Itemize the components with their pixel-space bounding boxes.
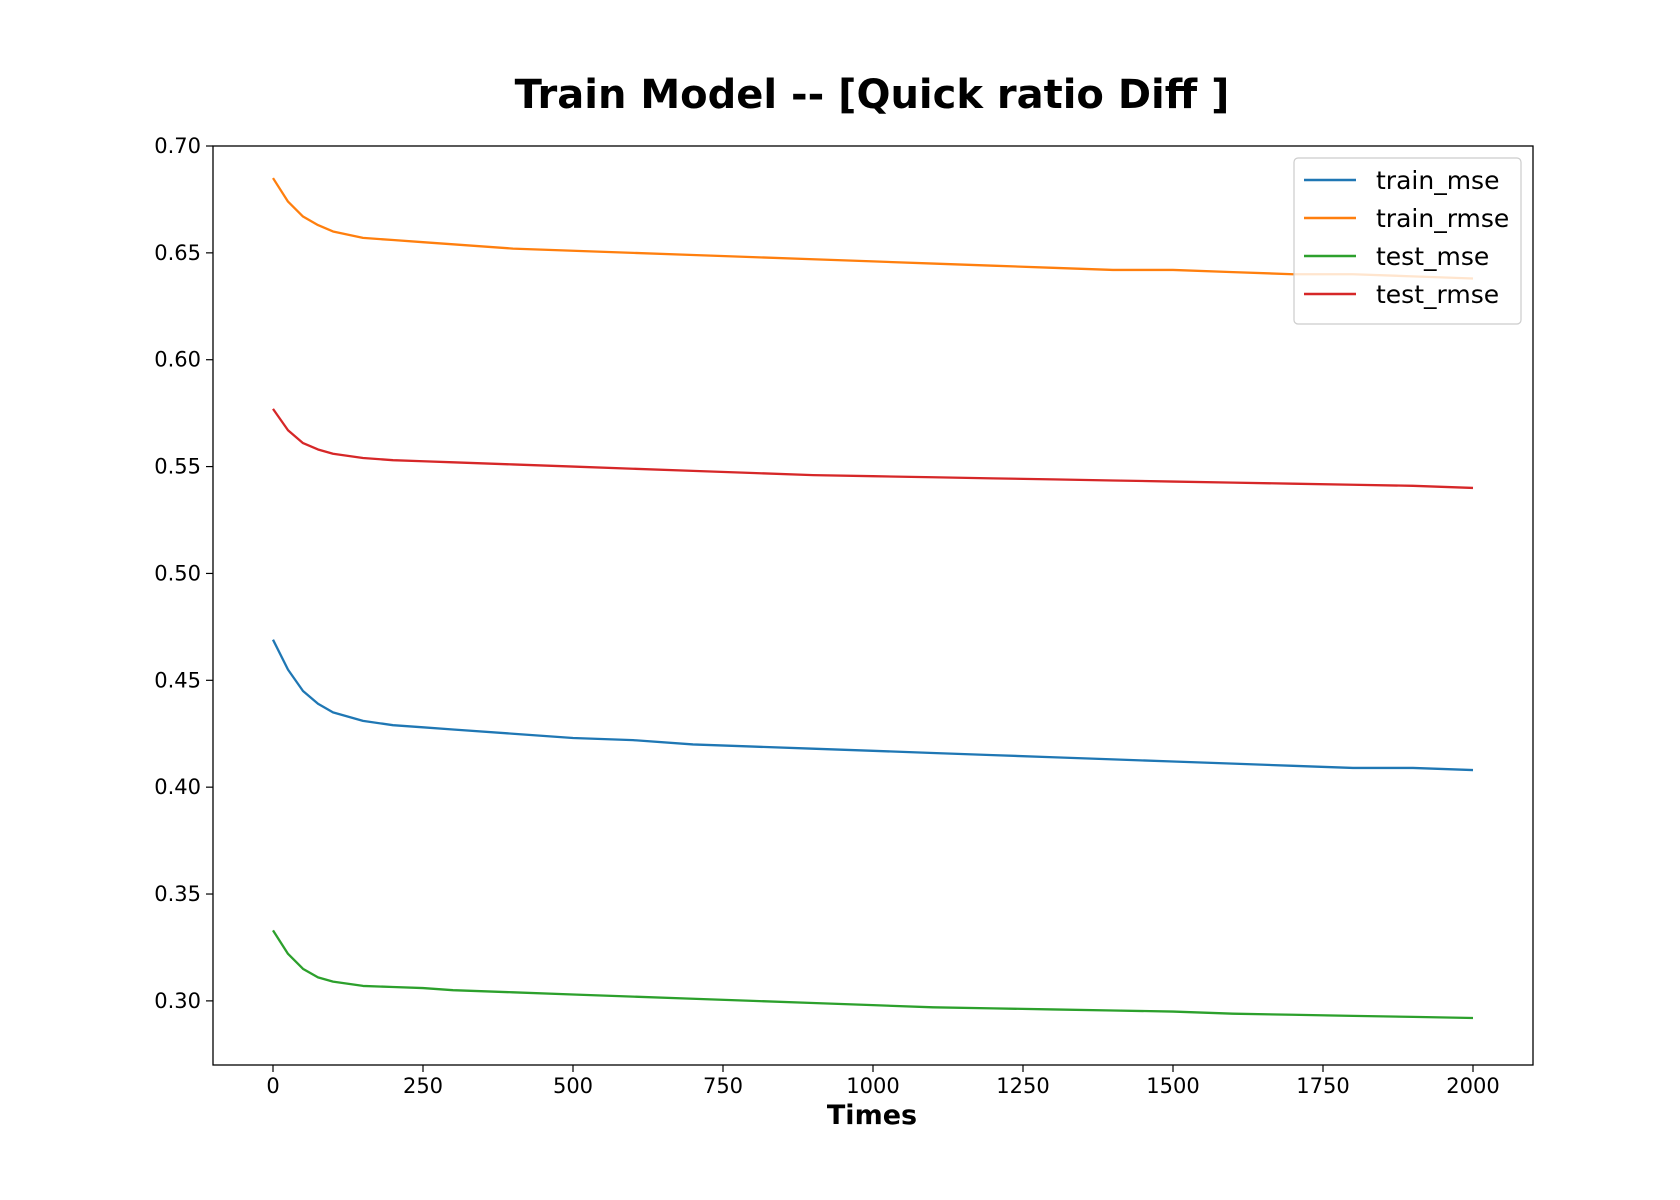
x-tick-label: 2000 [1446, 1074, 1499, 1098]
x-tick-label: 0 [266, 1074, 279, 1098]
legend-label-test-mse: test_mse [1376, 242, 1489, 271]
y-tick-label: 0.40 [154, 775, 201, 799]
x-tick-label: 500 [553, 1074, 593, 1098]
legend-label-train-rmse: train_rmse [1376, 204, 1509, 233]
legend: train_mse train_rmse test_mse test_rmse [1293, 157, 1522, 325]
y-tick-label: 0.55 [154, 455, 201, 479]
y-tick-label: 0.45 [154, 668, 201, 692]
y-tick-label: 0.70 [154, 134, 201, 158]
x-tick-label: 750 [703, 1074, 743, 1098]
x-axis: 0 250 500 750 1000 1250 1500 1750 2000 [266, 1065, 1500, 1098]
x-tick-label: 250 [403, 1074, 443, 1098]
y-axis: 0.30 0.35 0.40 0.45 0.50 0.55 0.60 0.65 0.70 [154, 134, 213, 1013]
x-tick-label: 1500 [1146, 1074, 1199, 1098]
y-tick-label: 0.65 [154, 241, 201, 265]
series-line-test-mse [272, 929, 1474, 1020]
y-tick-label: 0.35 [154, 882, 201, 906]
legend-box [1293, 157, 1522, 325]
legend-label-test-rmse: test_rmse [1376, 280, 1499, 309]
x-axis-label: Times [827, 1100, 917, 1131]
legend-label-train-mse: train_mse [1376, 166, 1499, 195]
x-tick-label: 1750 [1296, 1074, 1349, 1098]
series-line-train-rmse [272, 177, 1474, 280]
series-group [271, 177, 1474, 1020]
series-line-train-mse [271, 639, 1474, 772]
chart-title: Train Model -- [Quick ratio Diff ] [515, 72, 1230, 118]
y-tick-label: 0.30 [154, 989, 201, 1013]
x-tick-label: 1000 [846, 1074, 899, 1098]
series-line-test-rmse [272, 408, 1474, 490]
y-tick-label: 0.50 [154, 561, 201, 585]
y-tick-label: 0.60 [154, 348, 201, 372]
x-tick-label: 1250 [996, 1074, 1049, 1098]
